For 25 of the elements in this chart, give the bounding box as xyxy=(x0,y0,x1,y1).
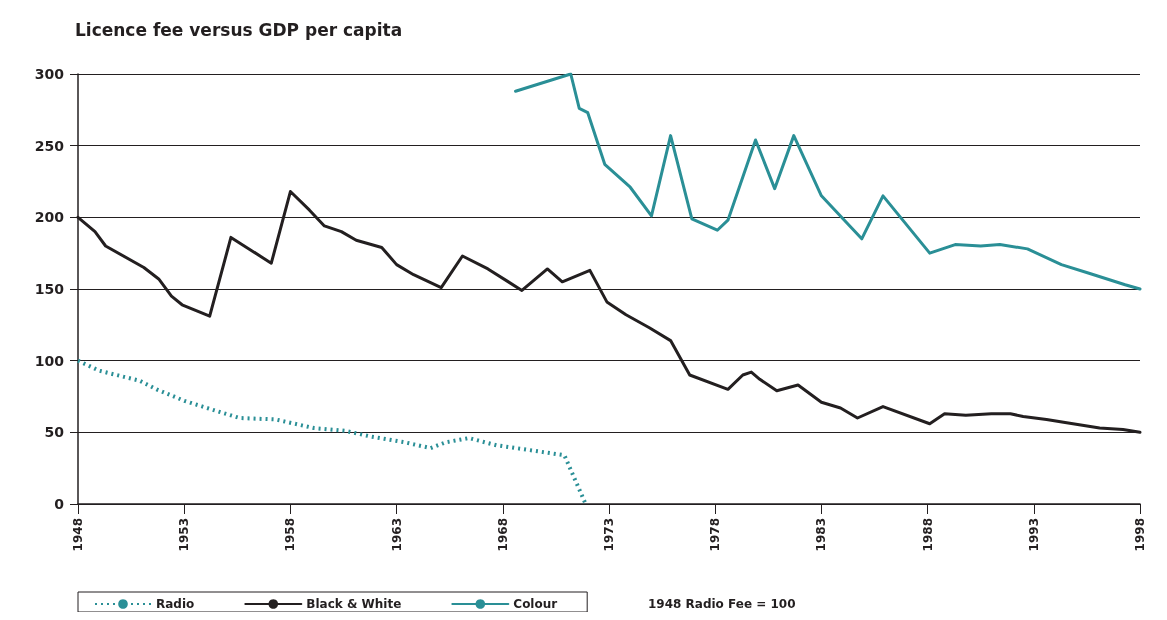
y-tick-label: 150 xyxy=(34,281,65,297)
text: 1948 Radio Fee = 100 xyxy=(648,597,796,611)
line-series xyxy=(514,72,1142,291)
y-tick-label: 200 xyxy=(34,209,65,226)
line-series xyxy=(76,358,588,506)
x-tick-label: 1993 xyxy=(1026,518,1041,552)
legend-label: Colour xyxy=(513,597,558,611)
x-tick-label: 1958 xyxy=(283,518,298,552)
y-tick-label: 300 xyxy=(34,66,65,82)
y-tick-label: 100 xyxy=(34,352,65,369)
x-tick-label: 1963 xyxy=(389,518,404,552)
x-tick-label: 1968 xyxy=(495,518,510,552)
x-tick-label: 1983 xyxy=(814,518,829,552)
y-tick-label: 0 xyxy=(54,496,65,512)
legend-label: Radio xyxy=(156,597,195,611)
x-tick-label: 1988 xyxy=(920,518,935,552)
legend-label: Black & White xyxy=(306,597,402,611)
y-tick-label: 50 xyxy=(44,424,65,441)
x-tick-label: 1948 xyxy=(71,518,85,552)
chart-title: Licence fee versus GDP per capita xyxy=(75,19,403,40)
x-tick-label: 1953 xyxy=(177,518,192,552)
x-tick-label: 1978 xyxy=(708,518,723,552)
x-tick-label: 1998 xyxy=(1133,518,1147,552)
x-tick-label: 1973 xyxy=(602,518,616,552)
y-tick-label: 250 xyxy=(34,137,65,154)
